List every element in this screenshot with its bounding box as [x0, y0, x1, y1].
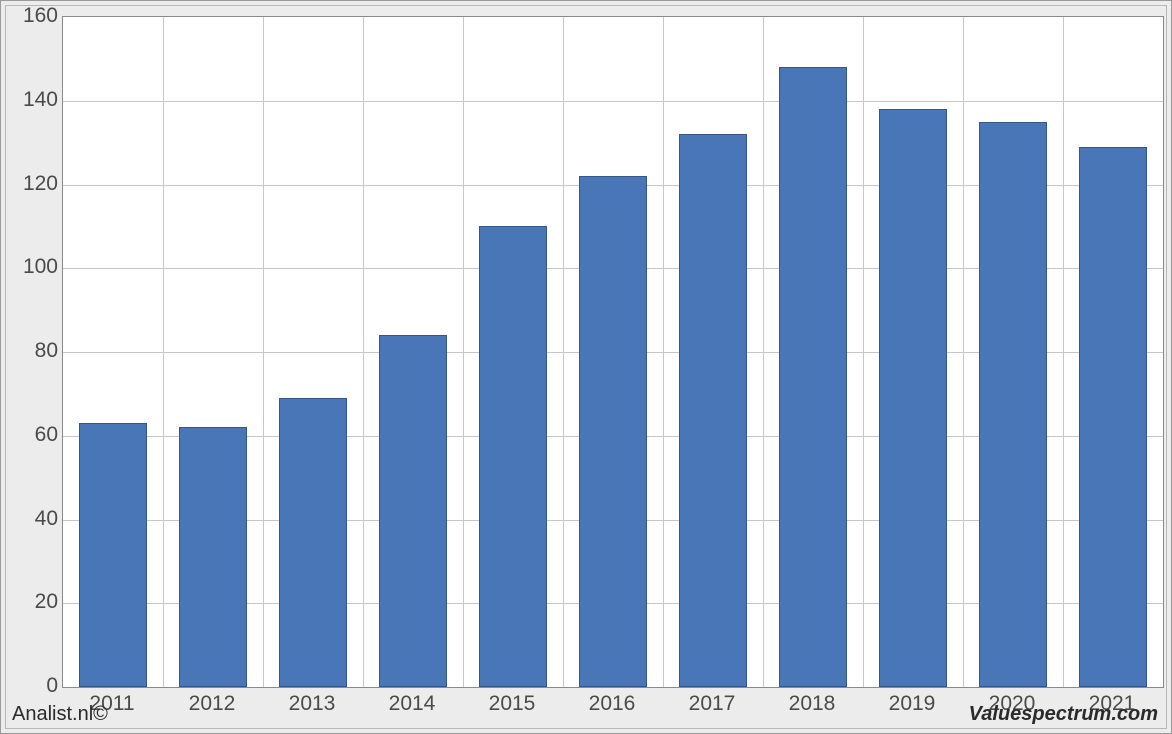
bar [579, 176, 647, 687]
bar [179, 427, 247, 687]
y-tick-label: 0 [10, 674, 58, 698]
bar [279, 398, 347, 687]
bar [779, 67, 847, 687]
x-tick-label: 2017 [689, 692, 736, 716]
bar [879, 109, 947, 687]
gridline-v [463, 17, 464, 687]
x-tick-label: 2015 [489, 692, 536, 716]
footer-source: Valuespectrum.com [969, 703, 1158, 726]
gridline-v [363, 17, 364, 687]
gridline-v [863, 17, 864, 687]
y-tick-label: 120 [10, 172, 58, 196]
y-tick-label: 80 [10, 339, 58, 363]
bar [379, 335, 447, 687]
chart-outer-frame: 020406080100120140160 201120122013201420… [0, 0, 1172, 734]
y-tick-label: 140 [10, 88, 58, 112]
gridline-v [963, 17, 964, 687]
x-tick-label: 2013 [289, 692, 336, 716]
y-tick-label: 40 [10, 507, 58, 531]
x-tick-label: 2019 [889, 692, 936, 716]
gridline-h [63, 101, 1163, 102]
gridline-v [1063, 17, 1064, 687]
gridline-v [263, 17, 264, 687]
bar [1079, 147, 1147, 687]
x-tick-label: 2012 [189, 692, 236, 716]
y-tick-label: 160 [10, 4, 58, 28]
plot-area [62, 16, 1164, 688]
x-tick-label: 2014 [389, 692, 436, 716]
gridline-v [163, 17, 164, 687]
x-tick-label: 2018 [789, 692, 836, 716]
y-tick-label: 100 [10, 255, 58, 279]
footer-copyright: Analist.nl© [12, 703, 108, 726]
y-tick-label: 60 [10, 423, 58, 447]
gridline-v [763, 17, 764, 687]
x-tick-label: 2016 [589, 692, 636, 716]
bar [79, 423, 147, 687]
bar [679, 134, 747, 687]
bar [479, 226, 547, 687]
gridline-v [563, 17, 564, 687]
chart-inner-frame: 020406080100120140160 201120122013201420… [5, 5, 1167, 729]
y-tick-label: 20 [10, 590, 58, 614]
gridline-v [663, 17, 664, 687]
bar [979, 122, 1047, 687]
